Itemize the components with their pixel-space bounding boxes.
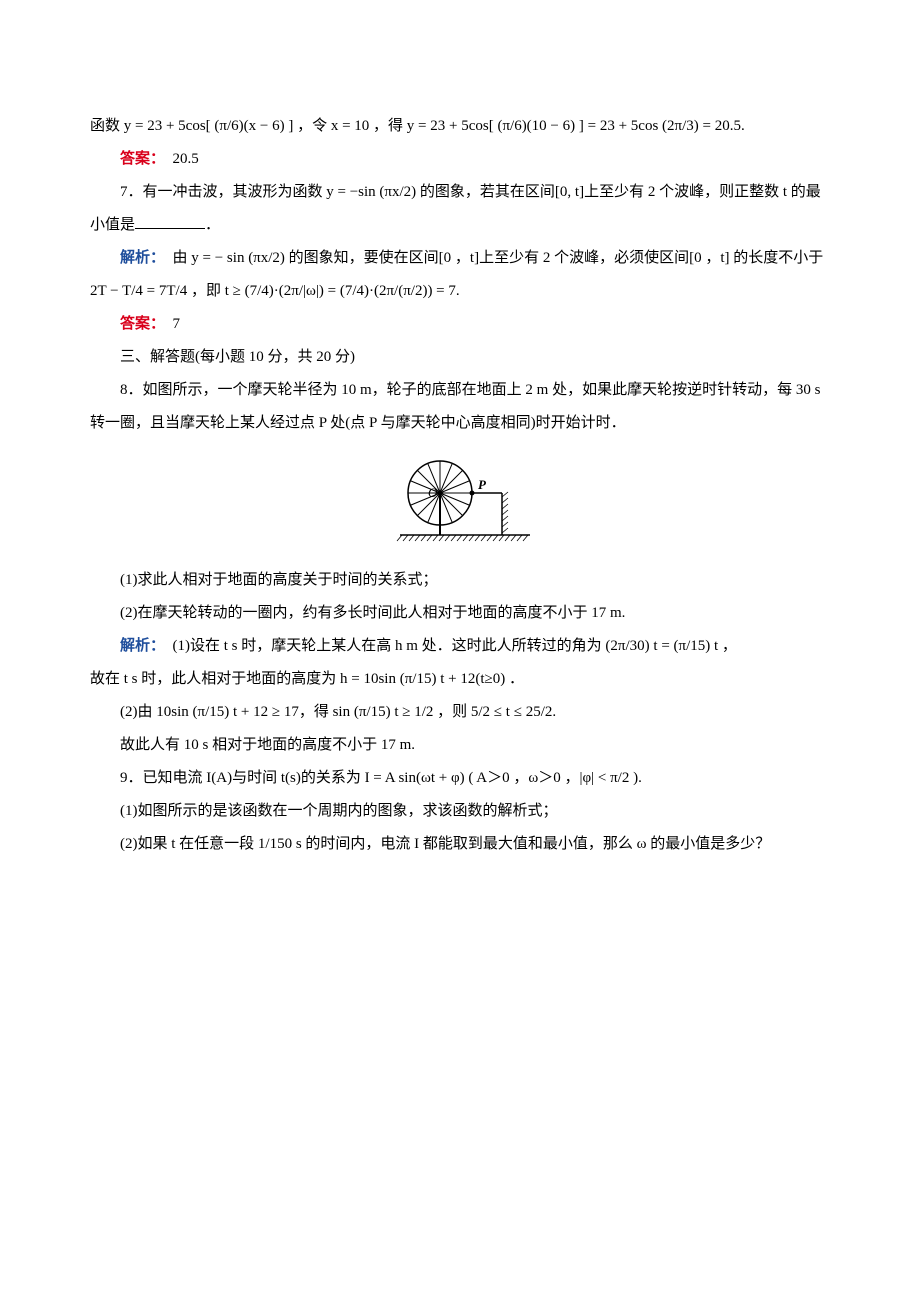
- q8-analysis-3: (2)由 10sin (π/15) t + 12 ≥ 17，得 sin (π/1…: [90, 696, 830, 729]
- q8-part1: (1)求此人相对于地面的高度关于时间的关系式；: [90, 564, 830, 597]
- svg-text:O: O: [428, 485, 438, 500]
- q9-part2: (2)如果 t 在任意一段 1/150 s 的时间内，电流 I 都能取到最大值和…: [90, 828, 830, 861]
- answer-label: 答案：: [120, 151, 158, 167]
- answer-label-2: 答案：: [120, 316, 158, 332]
- q9-part1: (1)如图所示的是该函数在一个周期内的图象，求该函数的解析式；: [90, 795, 830, 828]
- q8-figure: OP: [90, 448, 830, 558]
- q8-analysis-4: 故此人有 10 s 相对于地面的高度不小于 17 m.: [90, 729, 830, 762]
- q7-blank: [135, 215, 205, 230]
- q7-analysis: 解析： 由 y = − sin (πx/2) 的图象知，要使在区间[0 ，t]上…: [90, 242, 830, 308]
- q8-analysis-1-body: (1)设在 t s 时，摩天轮上某人在高 h m 处．这时此人所转过的角为 (2…: [158, 638, 737, 654]
- ferris-wheel-diagram: OP: [380, 448, 540, 558]
- answer-7: 答案： 7: [90, 308, 830, 341]
- q7-analysis-body: 由 y = − sin (πx/2) 的图象知，要使在区间[0 ，t]上至少有 …: [90, 250, 823, 299]
- line-func-eval: 函数 y = 23 + 5cos[ (π/6)(x − 6) ] ，令 x = …: [90, 110, 830, 143]
- q8-text: 8．如图所示，一个摩天轮半径为 10 m，轮子的底部在地面上 2 m 处，如果此…: [90, 374, 830, 440]
- svg-text:P: P: [478, 477, 487, 492]
- answer-6: 答案： 20.5: [90, 143, 830, 176]
- answer-7-value: 7: [158, 316, 181, 332]
- q8-analysis-2: 故在 t s 时，此人相对于地面的高度为 h = 10sin (π/15) t …: [90, 663, 830, 696]
- section-3-heading: 三、解答题(每小题 10 分，共 20 分): [90, 341, 830, 374]
- answer-6-value: 20.5: [158, 151, 199, 167]
- q7-text: 7．有一冲击波，其波形为函数 y = −sin (πx/2) 的图象，若其在区间…: [90, 176, 830, 242]
- q7-period: ．: [205, 217, 220, 233]
- q8-analysis-1: 解析： (1)设在 t s 时，摩天轮上某人在高 h m 处．这时此人所转过的角…: [90, 630, 830, 663]
- q8-part2: (2)在摩天轮转动的一圈内，约有多长时间此人相对于地面的高度不小于 17 m.: [90, 597, 830, 630]
- analysis-label-2: 解析：: [120, 638, 158, 654]
- analysis-label: 解析：: [120, 250, 158, 266]
- q9-text: 9．已知电流 I(A)与时间 t(s)的关系为 I = A sin(ωt + φ…: [90, 762, 830, 795]
